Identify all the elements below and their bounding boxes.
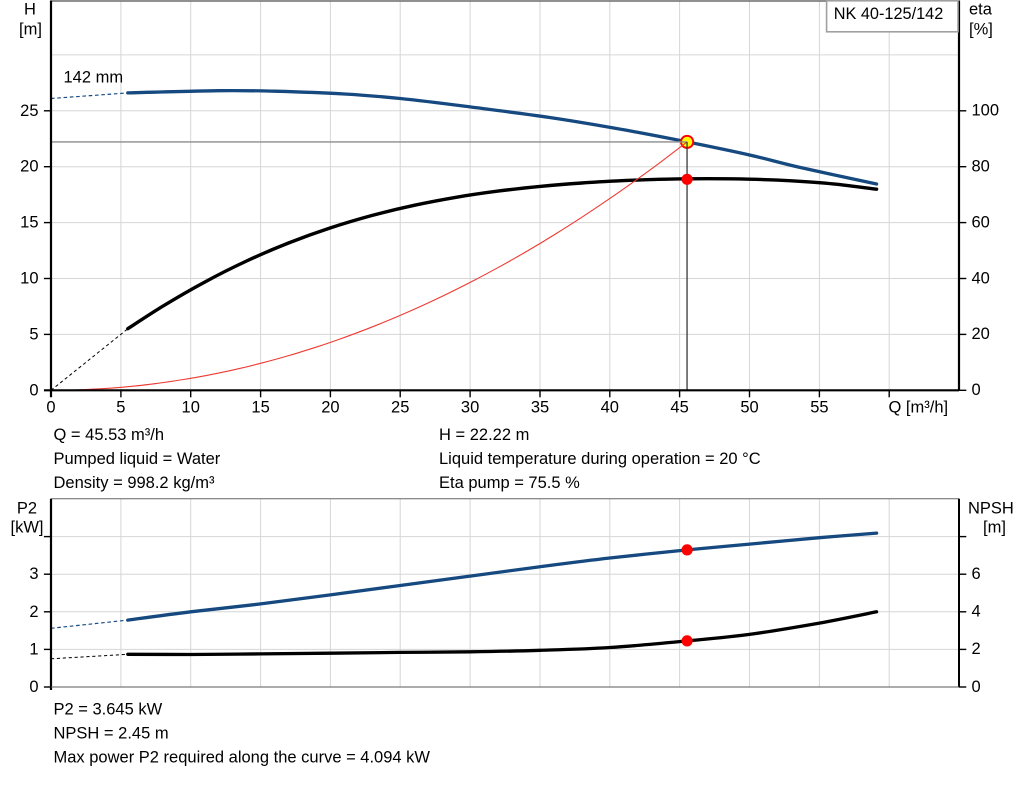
svg-text:Density = 998.2 kg/m³: Density = 998.2 kg/m³ [54,474,215,492]
svg-text:10: 10 [20,270,38,288]
svg-text:55: 55 [810,399,828,417]
svg-text:15: 15 [20,214,38,232]
svg-text:30: 30 [461,399,479,417]
svg-text:Max power P2 required along th: Max power P2 required along the curve = … [54,748,431,766]
svg-text:50: 50 [740,399,758,417]
svg-text:3: 3 [29,565,38,583]
svg-text:20: 20 [321,399,339,417]
svg-text:[kW]: [kW] [11,519,44,537]
svg-text:40: 40 [601,399,619,417]
svg-text:[m]: [m] [19,21,42,39]
svg-text:NPSH: NPSH [968,500,1014,518]
svg-text:NPSH = 2.45 m: NPSH = 2.45 m [54,724,169,742]
svg-text:20: 20 [20,158,38,176]
svg-text:20: 20 [972,325,990,343]
svg-text:5: 5 [29,325,38,343]
svg-text:Pumped liquid = Water: Pumped liquid = Water [54,450,221,468]
svg-text:Q = 45.53 m³/h: Q = 45.53 m³/h [54,426,165,444]
svg-text:Liquid temperature during oper: Liquid temperature during operation = 20… [439,450,761,468]
svg-text:NK 40-125/142: NK 40-125/142 [834,5,944,23]
svg-text:35: 35 [531,399,549,417]
svg-text:2: 2 [972,640,981,658]
svg-text:0: 0 [972,381,981,399]
svg-text:Q [m³/h]: Q [m³/h] [889,399,949,417]
svg-text:0: 0 [29,678,38,696]
svg-text:P2: P2 [17,500,37,518]
svg-text:0: 0 [972,678,981,696]
svg-text:40: 40 [972,269,990,287]
svg-text:eta: eta [969,1,993,19]
svg-text:80: 80 [972,158,990,176]
svg-text:0: 0 [46,399,55,417]
svg-text:Eta pump = 75.5 %: Eta pump = 75.5 % [439,474,580,492]
svg-text:25: 25 [20,102,38,120]
svg-text:142 mm: 142 mm [64,69,124,87]
svg-text:H = 22.22 m: H = 22.22 m [439,426,529,444]
svg-text:[m]: [m] [983,519,1006,537]
svg-text:15: 15 [251,399,269,417]
svg-text:25: 25 [391,399,409,417]
svg-text:[%]: [%] [969,21,993,39]
svg-text:P2 = 3.645 kW: P2 = 3.645 kW [54,700,163,718]
svg-text:0: 0 [29,381,38,399]
svg-text:60: 60 [972,213,990,231]
svg-text:45: 45 [670,399,688,417]
svg-text:2: 2 [29,603,38,621]
svg-text:1: 1 [29,640,38,658]
svg-text:4: 4 [972,603,981,621]
svg-text:6: 6 [972,565,981,583]
svg-text:H: H [24,1,36,19]
svg-text:5: 5 [116,399,125,417]
svg-text:100: 100 [972,102,1000,120]
svg-text:10: 10 [182,399,200,417]
